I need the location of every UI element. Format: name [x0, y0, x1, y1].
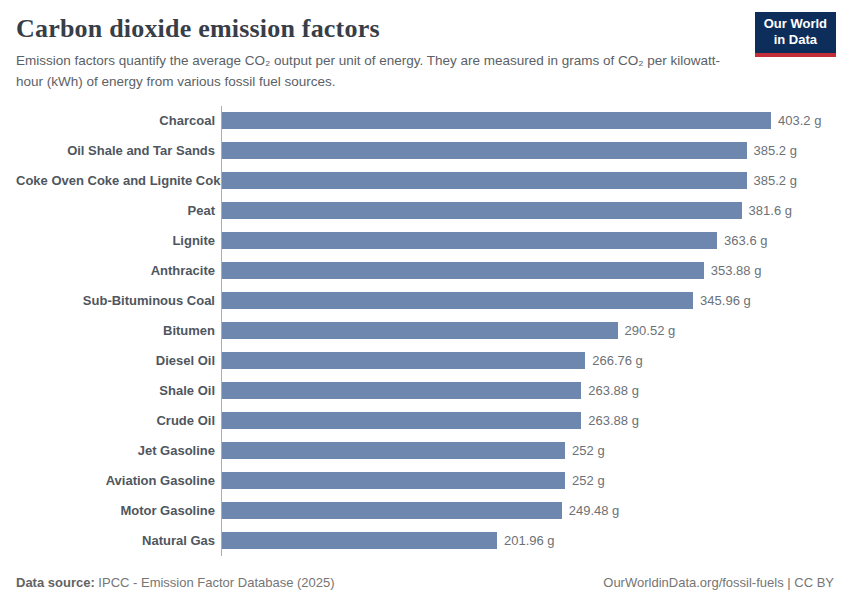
bar-chart: Charcoal 403.2 g Oil Shale and Tar Sands…	[16, 106, 834, 556]
chart-row: Peat 381.6 g	[16, 196, 834, 226]
chart-row: Charcoal 403.2 g	[16, 106, 834, 136]
bar	[222, 322, 618, 339]
chart-row: Oil Shale and Tar Sands 385.2 g	[16, 136, 834, 166]
bar	[222, 172, 747, 189]
owid-logo: Our World in Data	[755, 12, 836, 57]
chart-row: Bitumen 290.52 g	[16, 316, 834, 346]
chart-row: Anthracite 353.88 g	[16, 256, 834, 286]
value-label: 263.88 g	[588, 413, 639, 428]
category-label: Charcoal	[16, 113, 221, 128]
chart-footer: Data source: IPCC - Emission Factor Data…	[16, 575, 834, 590]
bar	[222, 382, 581, 399]
chart-header: Carbon dioxide emission factors Emission…	[0, 0, 850, 93]
category-label: Shale Oil	[16, 383, 221, 398]
chart-row: Coke Oven Coke and Lignite Coke 385.2 g	[16, 166, 834, 196]
chart-row: Crude Oil 263.88 g	[16, 406, 834, 436]
chart-row: Lignite 363.6 g	[16, 226, 834, 256]
bar	[222, 112, 771, 129]
chart-row: Jet Gasoline 252 g	[16, 436, 834, 466]
plot-area: 363.6 g	[221, 226, 834, 256]
chart-row: Diesel Oil 266.76 g	[16, 346, 834, 376]
value-label: 385.2 g	[754, 173, 797, 188]
plot-area: 385.2 g	[221, 136, 834, 166]
bar	[222, 202, 742, 219]
category-label: Oil Shale and Tar Sands	[16, 143, 221, 158]
bar	[222, 472, 565, 489]
chart-subtitle: Emission factors quantify the average CO…	[16, 51, 740, 93]
plot-area: 201.96 g	[221, 526, 834, 556]
category-label: Coke Oven Coke and Lignite Coke	[16, 173, 221, 188]
value-label: 263.88 g	[588, 383, 639, 398]
plot-area: 345.96 g	[221, 286, 834, 316]
value-label: 290.52 g	[625, 323, 676, 338]
attribution-text: OurWorldinData.org/fossil-fuels | CC BY	[603, 575, 834, 590]
plot-area: 403.2 g	[221, 106, 834, 136]
plot-area: 252 g	[221, 466, 834, 496]
bar	[222, 502, 562, 519]
category-label: Crude Oil	[16, 413, 221, 428]
value-label: 385.2 g	[754, 143, 797, 158]
plot-area: 263.88 g	[221, 376, 834, 406]
category-label: Aviation Gasoline	[16, 473, 221, 488]
category-label: Diesel Oil	[16, 353, 221, 368]
plot-area: 249.48 g	[221, 496, 834, 526]
plot-area: 263.88 g	[221, 406, 834, 436]
bar	[222, 352, 585, 369]
data-source-text: IPCC - Emission Factor Database (2025)	[95, 575, 335, 590]
bar	[222, 412, 581, 429]
category-label: Sub-Bituminous Coal	[16, 293, 221, 308]
plot-area: 290.52 g	[221, 316, 834, 346]
chart-row: Shale Oil 263.88 g	[16, 376, 834, 406]
plot-area: 385.2 g	[221, 166, 834, 196]
chart-row: Motor Gasoline 249.48 g	[16, 496, 834, 526]
category-label: Peat	[16, 203, 221, 218]
category-label: Anthracite	[16, 263, 221, 278]
plot-area: 252 g	[221, 436, 834, 466]
category-label: Natural Gas	[16, 533, 221, 548]
value-label: 252 g	[572, 443, 605, 458]
category-label: Jet Gasoline	[16, 443, 221, 458]
category-label: Lignite	[16, 233, 221, 248]
bar	[222, 292, 693, 309]
plot-area: 381.6 g	[221, 196, 834, 226]
value-label: 201.96 g	[504, 533, 555, 548]
value-label: 252 g	[572, 473, 605, 488]
value-label: 381.6 g	[749, 203, 792, 218]
value-label: 266.76 g	[592, 353, 643, 368]
chart-row: Sub-Bituminous Coal 345.96 g	[16, 286, 834, 316]
bar	[222, 142, 747, 159]
category-label: Bitumen	[16, 323, 221, 338]
bar	[222, 262, 704, 279]
bar	[222, 532, 497, 549]
value-label: 403.2 g	[778, 113, 821, 128]
owid-logo-line1: Our World	[764, 16, 827, 32]
chart-row: Aviation Gasoline 252 g	[16, 466, 834, 496]
value-label: 345.96 g	[700, 293, 751, 308]
page-title: Carbon dioxide emission factors	[16, 14, 834, 44]
value-label: 249.48 g	[569, 503, 620, 518]
category-label: Motor Gasoline	[16, 503, 221, 518]
bar	[222, 442, 565, 459]
value-label: 353.88 g	[711, 263, 762, 278]
chart-row: Natural Gas 201.96 g	[16, 526, 834, 556]
data-source-label: Data source:	[16, 575, 95, 590]
value-label: 363.6 g	[724, 233, 767, 248]
plot-area: 353.88 g	[221, 256, 834, 286]
bar	[222, 232, 717, 249]
data-source: Data source: IPCC - Emission Factor Data…	[16, 575, 335, 590]
owid-logo-line2: in Data	[764, 32, 827, 48]
plot-area: 266.76 g	[221, 346, 834, 376]
